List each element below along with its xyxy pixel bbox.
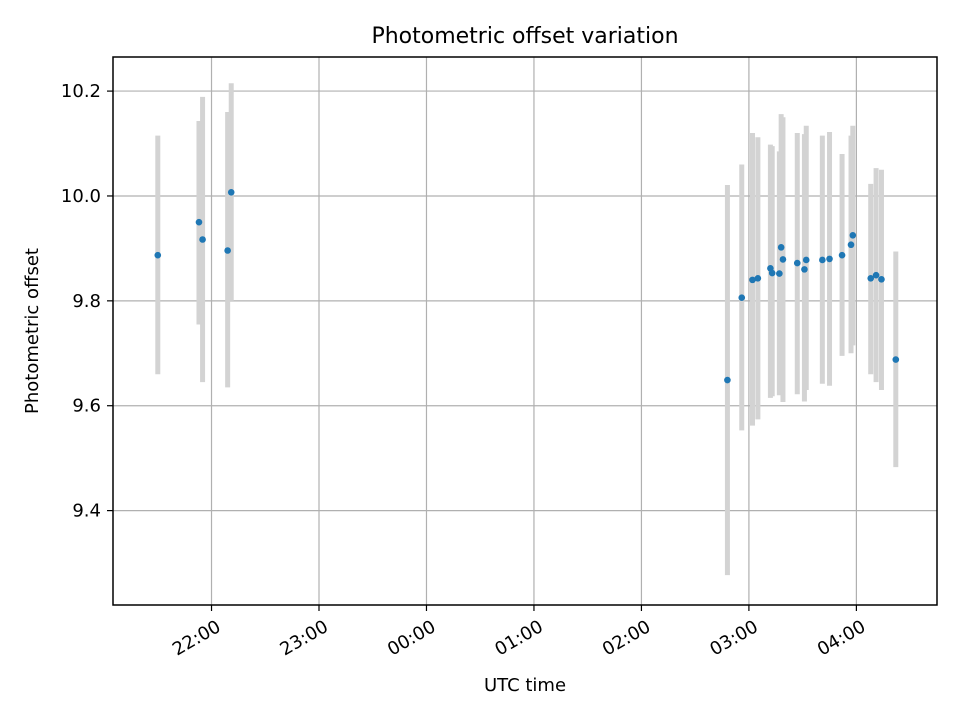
data-point	[801, 266, 808, 273]
data-point	[227, 188, 235, 196]
data-point	[849, 231, 857, 239]
data-points	[154, 188, 900, 384]
data-point	[826, 255, 833, 263]
data-point	[779, 256, 787, 263]
x-axis-label: UTC time	[484, 675, 566, 696]
data-point	[738, 294, 746, 302]
data-point	[802, 256, 810, 264]
plot-frame	[112, 56, 938, 606]
data-point	[749, 276, 756, 284]
data-point	[768, 269, 776, 277]
data-point	[872, 271, 880, 279]
data-point	[838, 251, 846, 259]
y-tick-label: 9.6	[72, 396, 101, 417]
data-point	[878, 276, 885, 283]
data-point	[724, 376, 731, 384]
data-point	[154, 251, 162, 259]
y-axis-label: Photometric offset	[22, 248, 43, 414]
data-point	[224, 247, 231, 254]
data-point	[867, 274, 875, 282]
y-tick-label: 10.0	[61, 186, 101, 207]
data-point	[793, 259, 801, 267]
chart-title: Photometric offset variation	[371, 24, 678, 49]
y-axis-ticks: 9.4 9.6 9.8 10.0 10.2	[61, 81, 113, 522]
y-tick-label: 9.4	[72, 501, 101, 522]
data-point	[847, 241, 855, 249]
data-point	[819, 256, 826, 264]
data-point	[195, 218, 203, 226]
y-tick-label: 10.2	[61, 81, 101, 102]
data-point	[776, 270, 783, 277]
data-point	[199, 236, 206, 243]
y-tick-label: 9.8	[72, 291, 101, 312]
data-point	[754, 274, 762, 282]
data-point	[892, 356, 900, 363]
data-point	[777, 244, 785, 251]
